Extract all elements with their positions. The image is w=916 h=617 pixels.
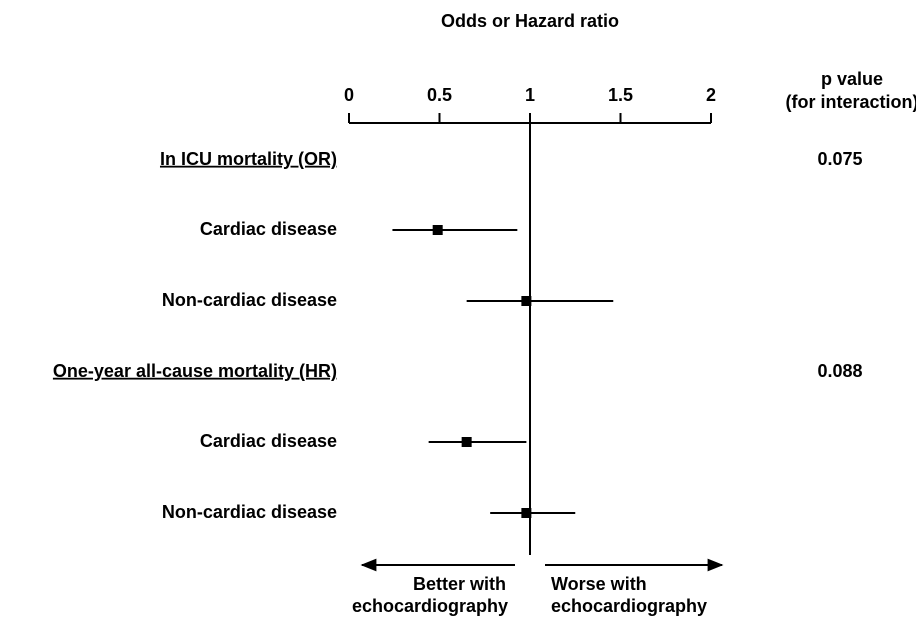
group-label: In ICU mortality (OR): [160, 149, 337, 169]
p-header: p value: [821, 69, 883, 89]
estimate: [461, 437, 472, 447]
x-tick-label: 1.5: [608, 85, 633, 105]
x-tick-label: 1: [525, 85, 535, 105]
arrow-label: Worse with: [551, 574, 647, 594]
p-value: 0.075: [817, 149, 862, 169]
row-label: Cardiac disease: [200, 219, 337, 239]
estimate: [521, 296, 532, 306]
arrow-label: echocardiography: [551, 596, 707, 616]
group-label: One-year all-cause mortality (HR): [53, 361, 337, 381]
row-label: Cardiac disease: [200, 431, 337, 451]
estimate: [521, 508, 532, 518]
p-header: (for interaction): [786, 92, 916, 112]
x-tick-label: 0: [344, 85, 354, 105]
arrow-label: echocardiography: [352, 596, 508, 616]
row-label: Non-cardiac disease: [162, 290, 337, 310]
x-tick-label: 0.5: [427, 85, 452, 105]
p-value: 0.088: [817, 361, 862, 381]
estimate: [432, 225, 443, 235]
row-label: Non-cardiac disease: [162, 502, 337, 522]
arrow-label: Better with: [413, 574, 506, 594]
chart-title: Odds or Hazard ratio: [441, 11, 619, 31]
x-tick-label: 2: [706, 85, 716, 105]
